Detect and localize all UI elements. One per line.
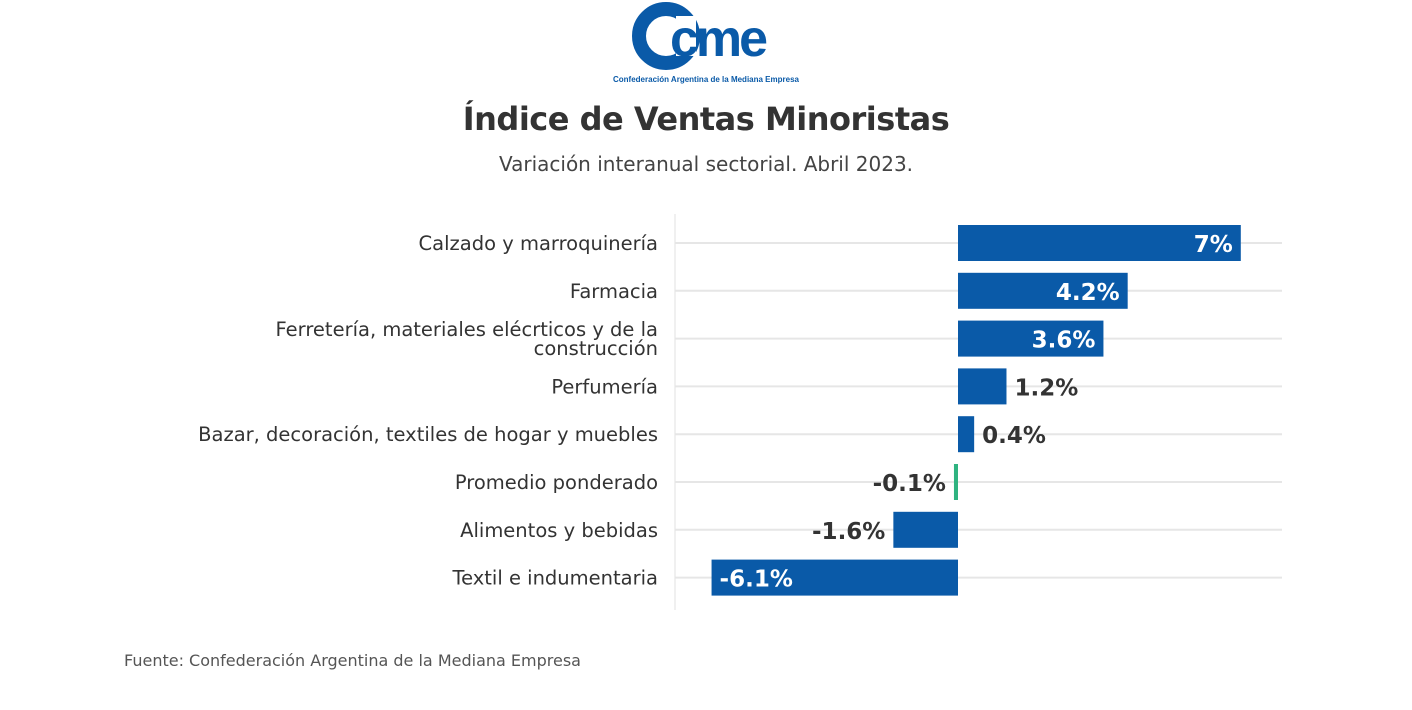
logo-text: cme — [670, 10, 767, 68]
bar — [958, 272, 1128, 309]
bar — [958, 416, 975, 453]
value-label: 7% — [1194, 232, 1233, 258]
category-label: Textil e indumentaria — [451, 567, 658, 590]
logo-caption: Confederación Argentina de la Mediana Em… — [613, 75, 799, 84]
bar — [711, 559, 958, 596]
bar — [893, 511, 958, 548]
category-label: Ferretería, materiales elécrticos y de l… — [276, 318, 658, 360]
value-label: -6.1% — [720, 567, 793, 593]
chart-subtitle: Variación interanual sectorial. Abril 20… — [498, 152, 914, 176]
category-label: Promedio ponderado — [455, 471, 658, 494]
bar — [953, 464, 958, 500]
bar-chart: Calzado y marroquinería 7% Farmacia 4.2% Fer… — [198, 214, 1282, 610]
chart-title: Índice de Ventas Minoristas — [462, 100, 950, 138]
cme-logo-mark: cme — [632, 2, 770, 70]
category-label: Bazar, decoración, textiles de hogar y m… — [198, 423, 658, 446]
value-label: -1.6% — [812, 519, 885, 545]
value-label: 4.2% — [1056, 280, 1120, 306]
value-label: -0.1% — [873, 471, 946, 497]
bar — [958, 225, 1241, 261]
category-label: Perfumería — [551, 375, 658, 398]
bar — [958, 320, 1104, 357]
category-label: Alimentos y bebidas — [460, 519, 658, 542]
label-layer: Calzado y marroquinería 7% Farmacia 4.2% Fer… — [198, 232, 1233, 593]
value-label: 3.6% — [1032, 328, 1096, 354]
source-note: Fuente: Confederación Argentina de la Me… — [124, 651, 581, 670]
bar-layer — [711, 225, 1241, 596]
cme-logo: cme Confederación Argentina de la Median… — [596, 0, 816, 90]
category-label: Farmacia — [570, 280, 658, 303]
value-label: 0.4% — [982, 423, 1046, 449]
value-label: 1.2% — [1014, 375, 1078, 401]
bar — [958, 368, 1007, 405]
category-label: Calzado y marroquinería — [419, 232, 658, 255]
